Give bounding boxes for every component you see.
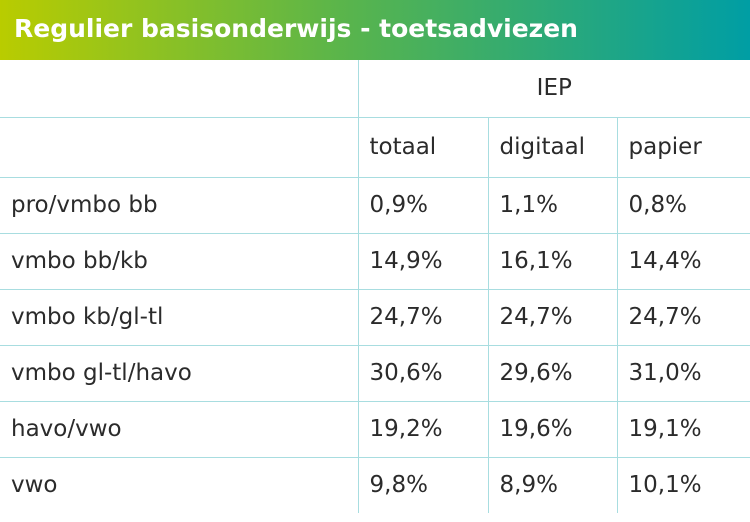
- cell-value: 30,6%: [357, 344, 489, 402]
- cell-value: 24,7%: [357, 288, 489, 346]
- data-row: vmbo kb/gl-tl 24,7% 24,7% 24,7%: [0, 288, 750, 346]
- table: IEP totaal digitaal papier pro/vmbo bb 0,9% 1,…: [0, 60, 750, 513]
- column-header: papier: [616, 116, 750, 178]
- row-label: havo/vwo: [0, 400, 359, 458]
- cell-value: 29,6%: [487, 344, 618, 402]
- row-label: vmbo kb/gl-tl: [0, 288, 359, 346]
- row-label: vmbo gl-tl/havo: [0, 344, 359, 402]
- table-body: IEP totaal digitaal papier pro/vmbo bb 0,9% 1,…: [0, 60, 750, 513]
- group-header: IEP: [357, 60, 750, 118]
- cell-value: 14,9%: [357, 232, 489, 290]
- cell-value: 16,1%: [487, 232, 618, 290]
- data-row: vmbo gl-tl/havo 30,6% 29,6% 31,0%: [0, 344, 750, 402]
- cell-value: 10,1%: [616, 456, 750, 513]
- data-row: pro/vmbo bb 0,9% 1,1% 0,8%: [0, 176, 750, 234]
- cell-value: 14,4%: [616, 232, 750, 290]
- cell-value: 19,6%: [487, 400, 618, 458]
- cell-value: 19,2%: [357, 400, 489, 458]
- cell-value: 24,7%: [487, 288, 618, 346]
- column-header: totaal: [357, 116, 489, 178]
- row-label: pro/vmbo bb: [0, 176, 359, 234]
- cell-value: 24,7%: [616, 288, 750, 346]
- title-bar: Regulier basisonderwijs - toetsadviezen: [0, 0, 750, 60]
- row-label: vmbo bb/kb: [0, 232, 359, 290]
- data-row: vmbo bb/kb 14,9% 16,1% 14,4%: [0, 232, 750, 290]
- data-row: havo/vwo 19,2% 19,6% 19,1%: [0, 400, 750, 458]
- data-row: vwo 9,8% 8,9% 10,1%: [0, 456, 750, 513]
- cell-value: 19,1%: [616, 400, 750, 458]
- cell-value: 0,8%: [616, 176, 750, 234]
- column-header: digitaal: [487, 116, 618, 178]
- cell-value: 9,8%: [357, 456, 489, 513]
- header-row: totaal digitaal papier: [0, 116, 750, 178]
- empty-cell: [0, 116, 359, 178]
- cell-value: 31,0%: [616, 344, 750, 402]
- header-row: IEP: [0, 60, 750, 118]
- empty-cell: [0, 60, 359, 118]
- cell-value: 8,9%: [487, 456, 618, 513]
- cell-value: 1,1%: [487, 176, 618, 234]
- row-label: vwo: [0, 456, 359, 513]
- cell-value: 0,9%: [357, 176, 489, 234]
